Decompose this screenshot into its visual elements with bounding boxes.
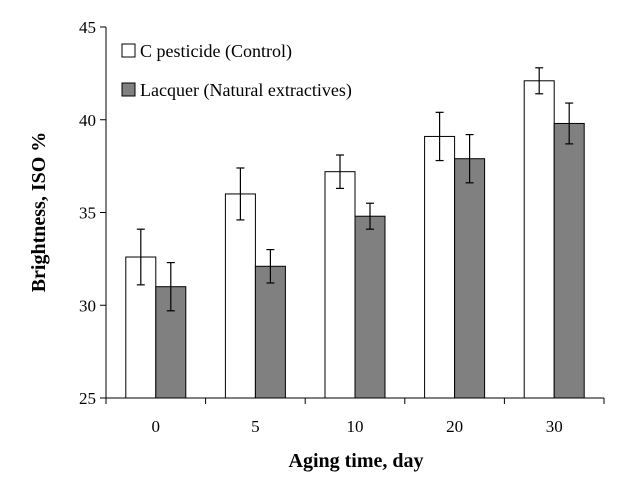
bar-control (324, 171, 356, 399)
y-tick-label: 35 (79, 204, 96, 223)
y-tick-label: 25 (79, 389, 96, 408)
x-tick-label: 5 (251, 417, 260, 436)
x-tick-label: 30 (546, 417, 563, 436)
x-axis-title: Aging time, day (289, 450, 424, 472)
legend-label-control: C pesticide (Control) (140, 41, 292, 62)
bar-control (424, 135, 456, 399)
y-tick-label: 30 (79, 296, 96, 315)
x-tick-label: 10 (347, 417, 364, 436)
bar-control (523, 80, 555, 399)
y-axis-title: Brightness, ISO % (28, 132, 50, 293)
y-tick-label: 40 (79, 111, 96, 130)
bar-control (224, 193, 256, 399)
legend-swatch-control (121, 43, 136, 58)
x-tick-label: 20 (446, 417, 463, 436)
plot-area: 25 30 35 40 45 0 5 10 20 30 (79, 18, 605, 436)
bar-lacquer (354, 215, 386, 399)
bar-lacquer (553, 122, 585, 399)
legend-swatch-lacquer (121, 82, 136, 97)
bar-lacquer (254, 265, 286, 399)
bar-lacquer (454, 158, 486, 399)
x-tick-label: 0 (152, 417, 161, 436)
y-tick-label: 45 (79, 18, 96, 37)
legend: C pesticide (Control) Lacquer (Natural e… (121, 41, 352, 101)
legend-label-lacquer: Lacquer (Natural extractives) (140, 80, 352, 101)
